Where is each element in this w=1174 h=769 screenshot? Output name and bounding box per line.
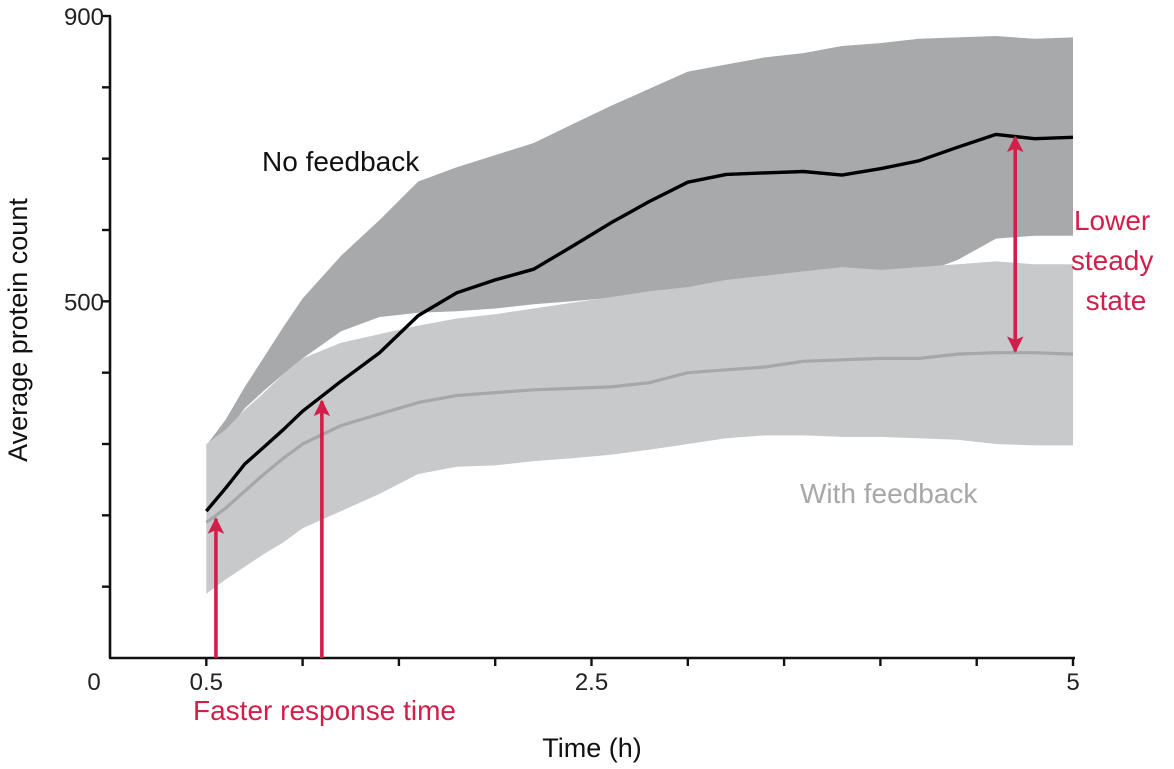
annotation-lower-steady-state-line-2: steady [1071, 245, 1154, 276]
axis-tick-labels: 0 0.5 2.5 5 500 900 [64, 4, 1080, 696]
y-axis-title: Average protein count [3, 198, 33, 462]
y-tick-label-500: 500 [64, 289, 104, 316]
y-tick-label-900: 900 [64, 4, 104, 31]
annotation-no-feedback: No feedback [262, 146, 420, 177]
x-tick-label-0-5: 0.5 [190, 669, 223, 696]
annotation-with-feedback: With feedback [800, 478, 978, 509]
annotation-lower-steady-state: Lower steady state [1071, 205, 1161, 316]
series-lines [205, 132, 1074, 524]
annotation-lower-steady-state-line-1: Lower [1074, 205, 1150, 236]
x-tick-label-2-5: 2.5 [575, 669, 608, 696]
x-axis-title: Time (h) [542, 733, 642, 763]
annotation-arrows [207, 135, 1024, 658]
x-tick-label-0: 0 [87, 669, 100, 696]
x-tick-label-5: 5 [1066, 669, 1079, 696]
with-feedback-band [206, 261, 1074, 594]
no-feedback-band [206, 36, 1074, 447]
with-feedback-line [205, 351, 1074, 524]
confidence-bands [206, 36, 1074, 594]
no-feedback-line [205, 132, 1074, 513]
annotation-lower-steady-state-line-3: state [1086, 285, 1147, 316]
annotation-faster-response-time: Faster response time [193, 695, 456, 726]
axis-ticks [102, 14, 1075, 666]
